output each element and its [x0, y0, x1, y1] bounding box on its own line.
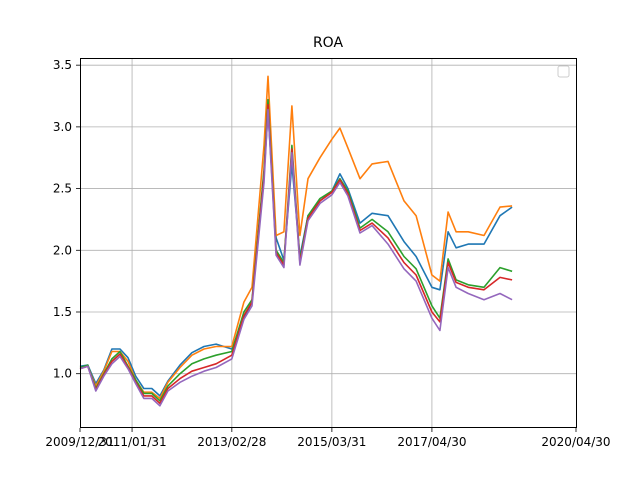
- chart-title: ROA: [313, 35, 344, 51]
- x-tick-label: 2011/01/31: [97, 435, 166, 449]
- legend-box: [557, 65, 570, 78]
- x-tick-label: 2015/03/31: [297, 435, 366, 449]
- y-tick-label: 3.5: [53, 58, 72, 72]
- y-tick-label: 1.5: [53, 305, 72, 319]
- y-tick-label: 3.0: [53, 120, 72, 134]
- x-tick-label: 2013/02/28: [197, 435, 266, 449]
- y-tick-label: 2.5: [53, 182, 72, 196]
- x-tick-label: 2020/04/30: [541, 435, 610, 449]
- y-tick-label: 1.0: [53, 367, 72, 381]
- series-lines: [79, 75, 513, 407]
- y-tick-label: 2.0: [53, 243, 72, 257]
- grid-lines: [80, 59, 576, 428]
- y-axis-ticks: 1.0 1.5 2.0 2.5 3.0 3.5: [53, 58, 80, 381]
- plot-frame: [80, 58, 577, 428]
- x-tick-label: 2009/12/31: [45, 435, 114, 449]
- series-line-5: [79, 108, 513, 407]
- x-tick-label: 2017/04/30: [397, 435, 466, 449]
